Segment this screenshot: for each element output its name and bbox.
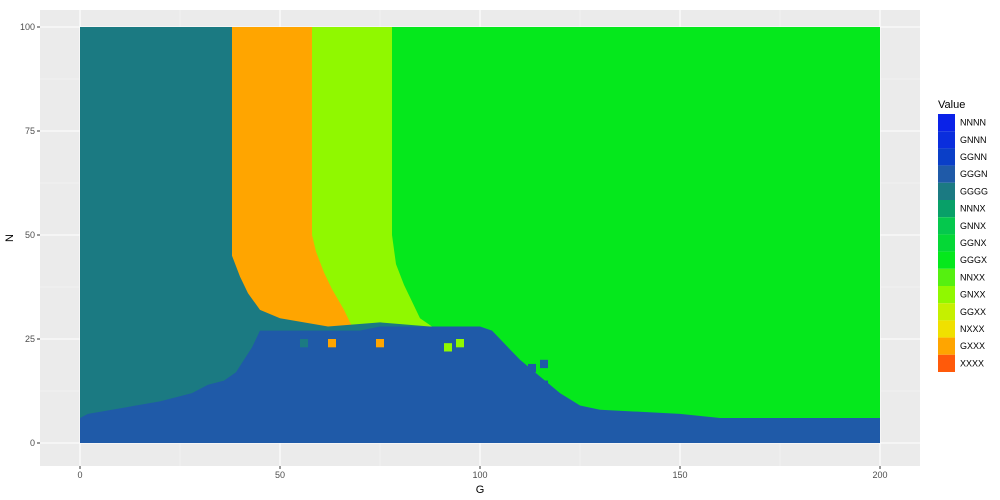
- heatmap-cell: [444, 343, 452, 352]
- y-axis-title: N: [4, 234, 16, 242]
- x-tick-label: 200: [872, 470, 887, 480]
- legend-label: NXXX: [960, 324, 985, 334]
- y-tick-label: 50: [25, 230, 35, 240]
- x-tick-label: 150: [672, 470, 687, 480]
- x-tick-label: 100: [472, 470, 487, 480]
- legend-swatch: [938, 165, 955, 183]
- legend-title: Value: [938, 99, 965, 111]
- legend-swatch: [938, 148, 955, 166]
- heatmap-cells: [80, 27, 880, 443]
- heatmap-cell: [328, 339, 336, 348]
- legend-swatch: [938, 114, 955, 132]
- y-tick-label: 25: [25, 334, 35, 344]
- legend-label: GGNN: [960, 152, 987, 162]
- legend: Value NNNN GNNN GGNN GGGN GGGG NNNX GNNX GGNX GG…: [938, 99, 988, 372]
- legend-swatch: [938, 217, 955, 235]
- legend-swatch: [938, 320, 955, 338]
- legend-label: NNNX: [960, 204, 986, 214]
- legend-swatch: [938, 200, 955, 218]
- x-axis-ticks: 0 50 100 150 200: [77, 466, 888, 480]
- legend-label: GGXX: [960, 307, 986, 317]
- legend-swatch: [938, 354, 955, 372]
- heatmap-cell: [540, 380, 548, 389]
- legend-label: GGGN: [960, 169, 988, 179]
- heatmap-cell: [300, 339, 308, 348]
- legend-swatch: [938, 234, 955, 252]
- y-tick-label: 100: [20, 22, 35, 32]
- legend-label: GGNX: [960, 238, 987, 248]
- legend-label: XXXX: [960, 358, 984, 368]
- y-axis-ticks: 0 25 50 75 100: [20, 22, 40, 448]
- legend-label: NNNN: [960, 118, 986, 128]
- x-tick-label: 50: [275, 470, 285, 480]
- legend-swatch: [938, 251, 955, 269]
- heatmap-cell: [540, 359, 548, 369]
- legend-swatch: [938, 286, 955, 304]
- legend-label: NNXX: [960, 272, 985, 282]
- legend-label: GXXX: [960, 341, 985, 351]
- heatmap-cell: [376, 339, 384, 348]
- legend-label: GGGX: [960, 255, 987, 265]
- y-tick-label: 75: [25, 126, 35, 136]
- legend-swatch: [938, 131, 955, 149]
- legend-label: GNNX: [960, 221, 986, 231]
- legend-swatch: [938, 182, 955, 200]
- heatmap-cell: [528, 363, 536, 373]
- y-tick-label: 0: [30, 438, 35, 448]
- legend-swatch: [938, 268, 955, 286]
- region-gggn: [80, 326, 880, 443]
- legend-label: GGGG: [960, 186, 988, 196]
- x-tick-label: 0: [77, 470, 82, 480]
- heatmap-cell: [456, 339, 464, 348]
- legend-swatch: [938, 303, 955, 321]
- legend-swatch: [938, 337, 955, 355]
- legend-label: GNXX: [960, 290, 986, 300]
- x-axis-title: G: [476, 484, 485, 496]
- legend-label: GNNN: [960, 135, 987, 145]
